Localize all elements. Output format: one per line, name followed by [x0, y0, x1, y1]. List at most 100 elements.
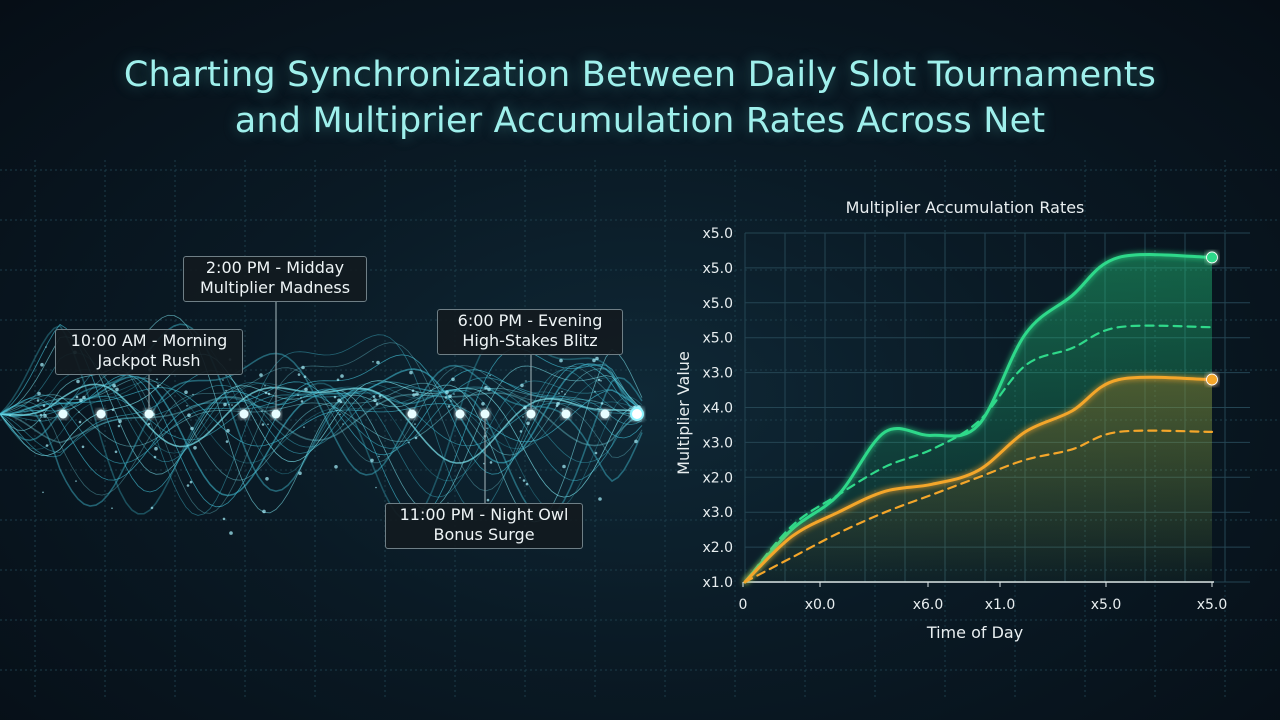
wave-particle [81, 445, 85, 449]
y-tick-label: x5.0 [702, 331, 733, 347]
timeline-node [526, 409, 536, 419]
x-tick-label: x5.0 [1197, 597, 1228, 613]
wave-particle [372, 395, 376, 398]
wave-particle [481, 402, 485, 406]
timeline-node [239, 409, 249, 419]
wave-particle [594, 451, 598, 455]
wave-particle [600, 402, 604, 405]
wave-particle [45, 346, 47, 348]
chart-title: Multiplier Accumulation Rates [846, 198, 1085, 217]
x-tick-label: x1.0 [985, 597, 1016, 613]
wave-particle [562, 464, 566, 469]
y-axis-label: Multiplier Value [674, 351, 693, 475]
wave-particle [450, 400, 452, 402]
page-title: Charting Synchronization Between Daily S… [0, 52, 1280, 144]
wave-particle [189, 480, 193, 484]
wave-particle [186, 405, 188, 407]
x-axis-label: Time of Day [926, 623, 1023, 642]
timeline-node [561, 409, 571, 419]
wave-particle [303, 426, 305, 429]
wave-particle [226, 428, 230, 433]
wave-particle [228, 403, 230, 406]
wave-particle [558, 392, 560, 395]
wave-particle [486, 427, 488, 430]
wave-particle [111, 507, 113, 510]
wave-line [0, 353, 643, 498]
wave-particle [633, 405, 635, 408]
event-time-label: 11:00 PM - Night Owl [399, 505, 569, 524]
wave-particle [82, 395, 86, 400]
wave-particle [415, 392, 419, 396]
wave-particle [414, 423, 416, 425]
y-tick-label: x5.0 [702, 226, 733, 242]
wave-particle [297, 373, 301, 376]
wave-particle [259, 373, 263, 377]
wave-particle [337, 398, 341, 403]
wave-line [0, 352, 643, 498]
series-area-2 [745, 377, 1212, 582]
wave-particle [261, 423, 265, 426]
y-tick-label: x2.0 [702, 470, 733, 486]
chart-tick-labels: x1.0 x2.0 x3.0 x2.0 x3.0 x4.0 x3.0 x5.0 x5.0 x5.0… [702, 226, 1227, 613]
y-tick-label: x2.0 [702, 540, 733, 556]
wave-particle [45, 444, 49, 447]
wave-particle [37, 391, 41, 396]
wave-particle [75, 395, 79, 399]
wave-particle [222, 379, 224, 381]
wave-particle [36, 399, 40, 402]
wave-particle [597, 378, 601, 382]
y-tick-label: x3.0 [702, 505, 733, 521]
wave-particle [487, 387, 491, 392]
wave-particle [262, 509, 266, 514]
wave-particle [156, 378, 158, 381]
wave-line [0, 337, 643, 511]
wave-particle [412, 393, 416, 397]
wave-line [0, 368, 643, 482]
wave-particle [486, 498, 490, 502]
y-tick-label: x3.0 [702, 366, 733, 382]
event-callout-night: 11:00 PM - Night Owl Bonus Surge [385, 503, 583, 549]
wave-particle [597, 407, 599, 410]
wave-particle [303, 375, 307, 379]
y-tick-label: x4.0 [702, 401, 733, 417]
wave-line [0, 377, 643, 464]
wave-particle [153, 455, 157, 459]
series-end-marker-2 [1206, 373, 1218, 386]
wave-particle [261, 410, 263, 412]
wave-particle [559, 358, 563, 363]
timeline-end-node [630, 407, 644, 421]
chart-lines [743, 253, 1214, 584]
wave-particle [523, 405, 527, 410]
wave-particle [264, 384, 266, 387]
event-name-label: Bonus Surge [433, 525, 535, 544]
wave-line [0, 369, 643, 481]
series-line-0 [743, 253, 1214, 584]
event-name-label: High-Stakes Blitz [462, 331, 598, 350]
wave-particle [372, 360, 374, 363]
wave-particle [378, 455, 380, 458]
wave-particle [267, 423, 269, 426]
wave-particle [193, 446, 197, 450]
wave-particle [489, 461, 493, 464]
wave-particle [561, 408, 565, 411]
wave-particle [444, 396, 448, 399]
wave-line [0, 368, 643, 481]
wave-particle [522, 416, 524, 418]
wave-particle [79, 398, 83, 403]
wave-particle [373, 398, 377, 403]
wave-particle [298, 471, 302, 476]
wave-particle [78, 420, 82, 424]
wave-particle [555, 404, 559, 408]
wave-particle [378, 394, 382, 398]
x-tick-label: 0 [739, 597, 748, 613]
line-chart: x1.0 x2.0 x3.0 x2.0 x3.0 x4.0 x3.0 x5.0 x5.0 x5.0… [674, 198, 1250, 642]
wave-particle [78, 411, 80, 413]
title-line-1: Charting Synchronization Between Daily S… [123, 55, 1157, 95]
y-tick-label: x5.0 [702, 261, 733, 277]
wave-particle [114, 450, 118, 454]
timeline-node [600, 409, 610, 419]
wave-particle [592, 358, 596, 363]
wave-particle [519, 476, 521, 479]
wave-particle [519, 430, 523, 433]
